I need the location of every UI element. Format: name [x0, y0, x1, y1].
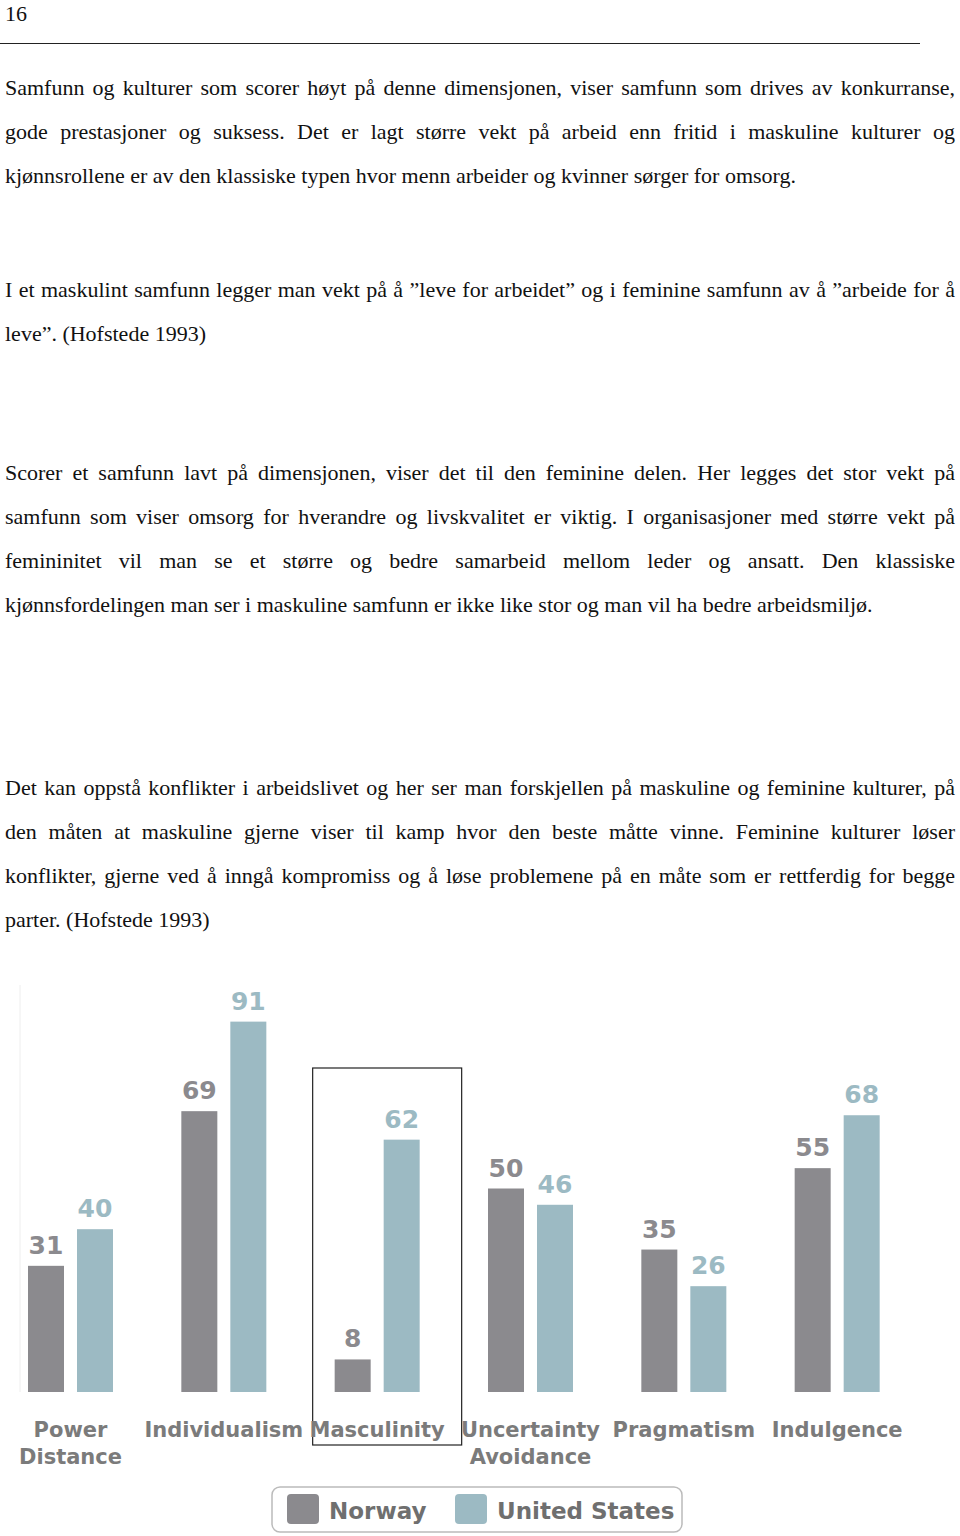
page-number: 16: [5, 0, 27, 28]
bar: [230, 1022, 266, 1392]
value-axis: [20, 985, 21, 1392]
data-label: 8: [344, 1324, 361, 1353]
data-label: 46: [538, 1170, 573, 1199]
data-label: 68: [844, 1080, 879, 1109]
bar: [690, 1286, 726, 1392]
bar: [384, 1140, 420, 1392]
legend-label: Norway: [329, 1498, 426, 1524]
bar: [537, 1205, 573, 1392]
bar: [28, 1266, 64, 1392]
chart: 31 69 8 50 35 55 40 91 62 46 26 68 Power Distance Indi…: [0, 0, 960, 1536]
category-label: Indulgence: [772, 1418, 903, 1442]
category-label-line: Distance: [19, 1445, 122, 1469]
bar: [181, 1111, 217, 1392]
category-label-line: Uncertainty: [461, 1418, 600, 1442]
data-label: 55: [795, 1133, 830, 1162]
data-label: 91: [231, 987, 266, 1016]
category-label-line: Masculinity: [310, 1418, 446, 1442]
highlight-box: [313, 1068, 462, 1445]
labels: 31 69 8 50 35 55 40 91 62 46 26 68 Power Distance Indi…: [19, 987, 903, 1469]
category-label: Individualism: [144, 1418, 303, 1442]
legend-frame: [272, 1487, 682, 1532]
legend-swatch: [287, 1494, 319, 1524]
category-label: Power Distance: [19, 1418, 122, 1469]
bar: [844, 1115, 880, 1392]
category-label-line: Individualism: [144, 1418, 303, 1442]
data-label: 69: [182, 1076, 217, 1105]
bar: [335, 1359, 371, 1392]
bar: [77, 1229, 113, 1392]
category-label-line: Indulgence: [772, 1418, 903, 1442]
category-label-line: Power: [34, 1418, 108, 1442]
bar: [795, 1168, 831, 1392]
bar: [641, 1250, 677, 1392]
data-label: 40: [78, 1194, 113, 1223]
data-label: 62: [384, 1105, 419, 1134]
data-label: 50: [489, 1154, 524, 1183]
paragraph: I et maskulint samfunn legger man vekt p…: [5, 268, 955, 356]
category-label-line: Avoidance: [470, 1445, 592, 1469]
data-label: 26: [691, 1251, 726, 1280]
paragraph: Samfunn og kulturer som scorer høyt på d…: [5, 66, 955, 198]
data-label: 31: [29, 1231, 64, 1260]
paragraph: Scorer et samfunn lavt på dimensjonen, v…: [5, 451, 955, 627]
header-rule: [0, 43, 920, 44]
legend-swatch: [455, 1494, 487, 1524]
paragraph: Det kan oppstå konflikter i arbeidslivet…: [5, 766, 955, 942]
category-label: Pragmatism: [613, 1418, 756, 1442]
category-label-line: Pragmatism: [613, 1418, 756, 1442]
bars: [28, 1022, 880, 1392]
category-label: Masculinity: [310, 1418, 446, 1442]
legend: Norway United States: [272, 1487, 682, 1532]
legend-label: United States: [497, 1498, 674, 1524]
category-label: Uncertainty Avoidance: [461, 1418, 600, 1469]
bar: [488, 1189, 524, 1393]
data-label: 35: [642, 1215, 677, 1244]
